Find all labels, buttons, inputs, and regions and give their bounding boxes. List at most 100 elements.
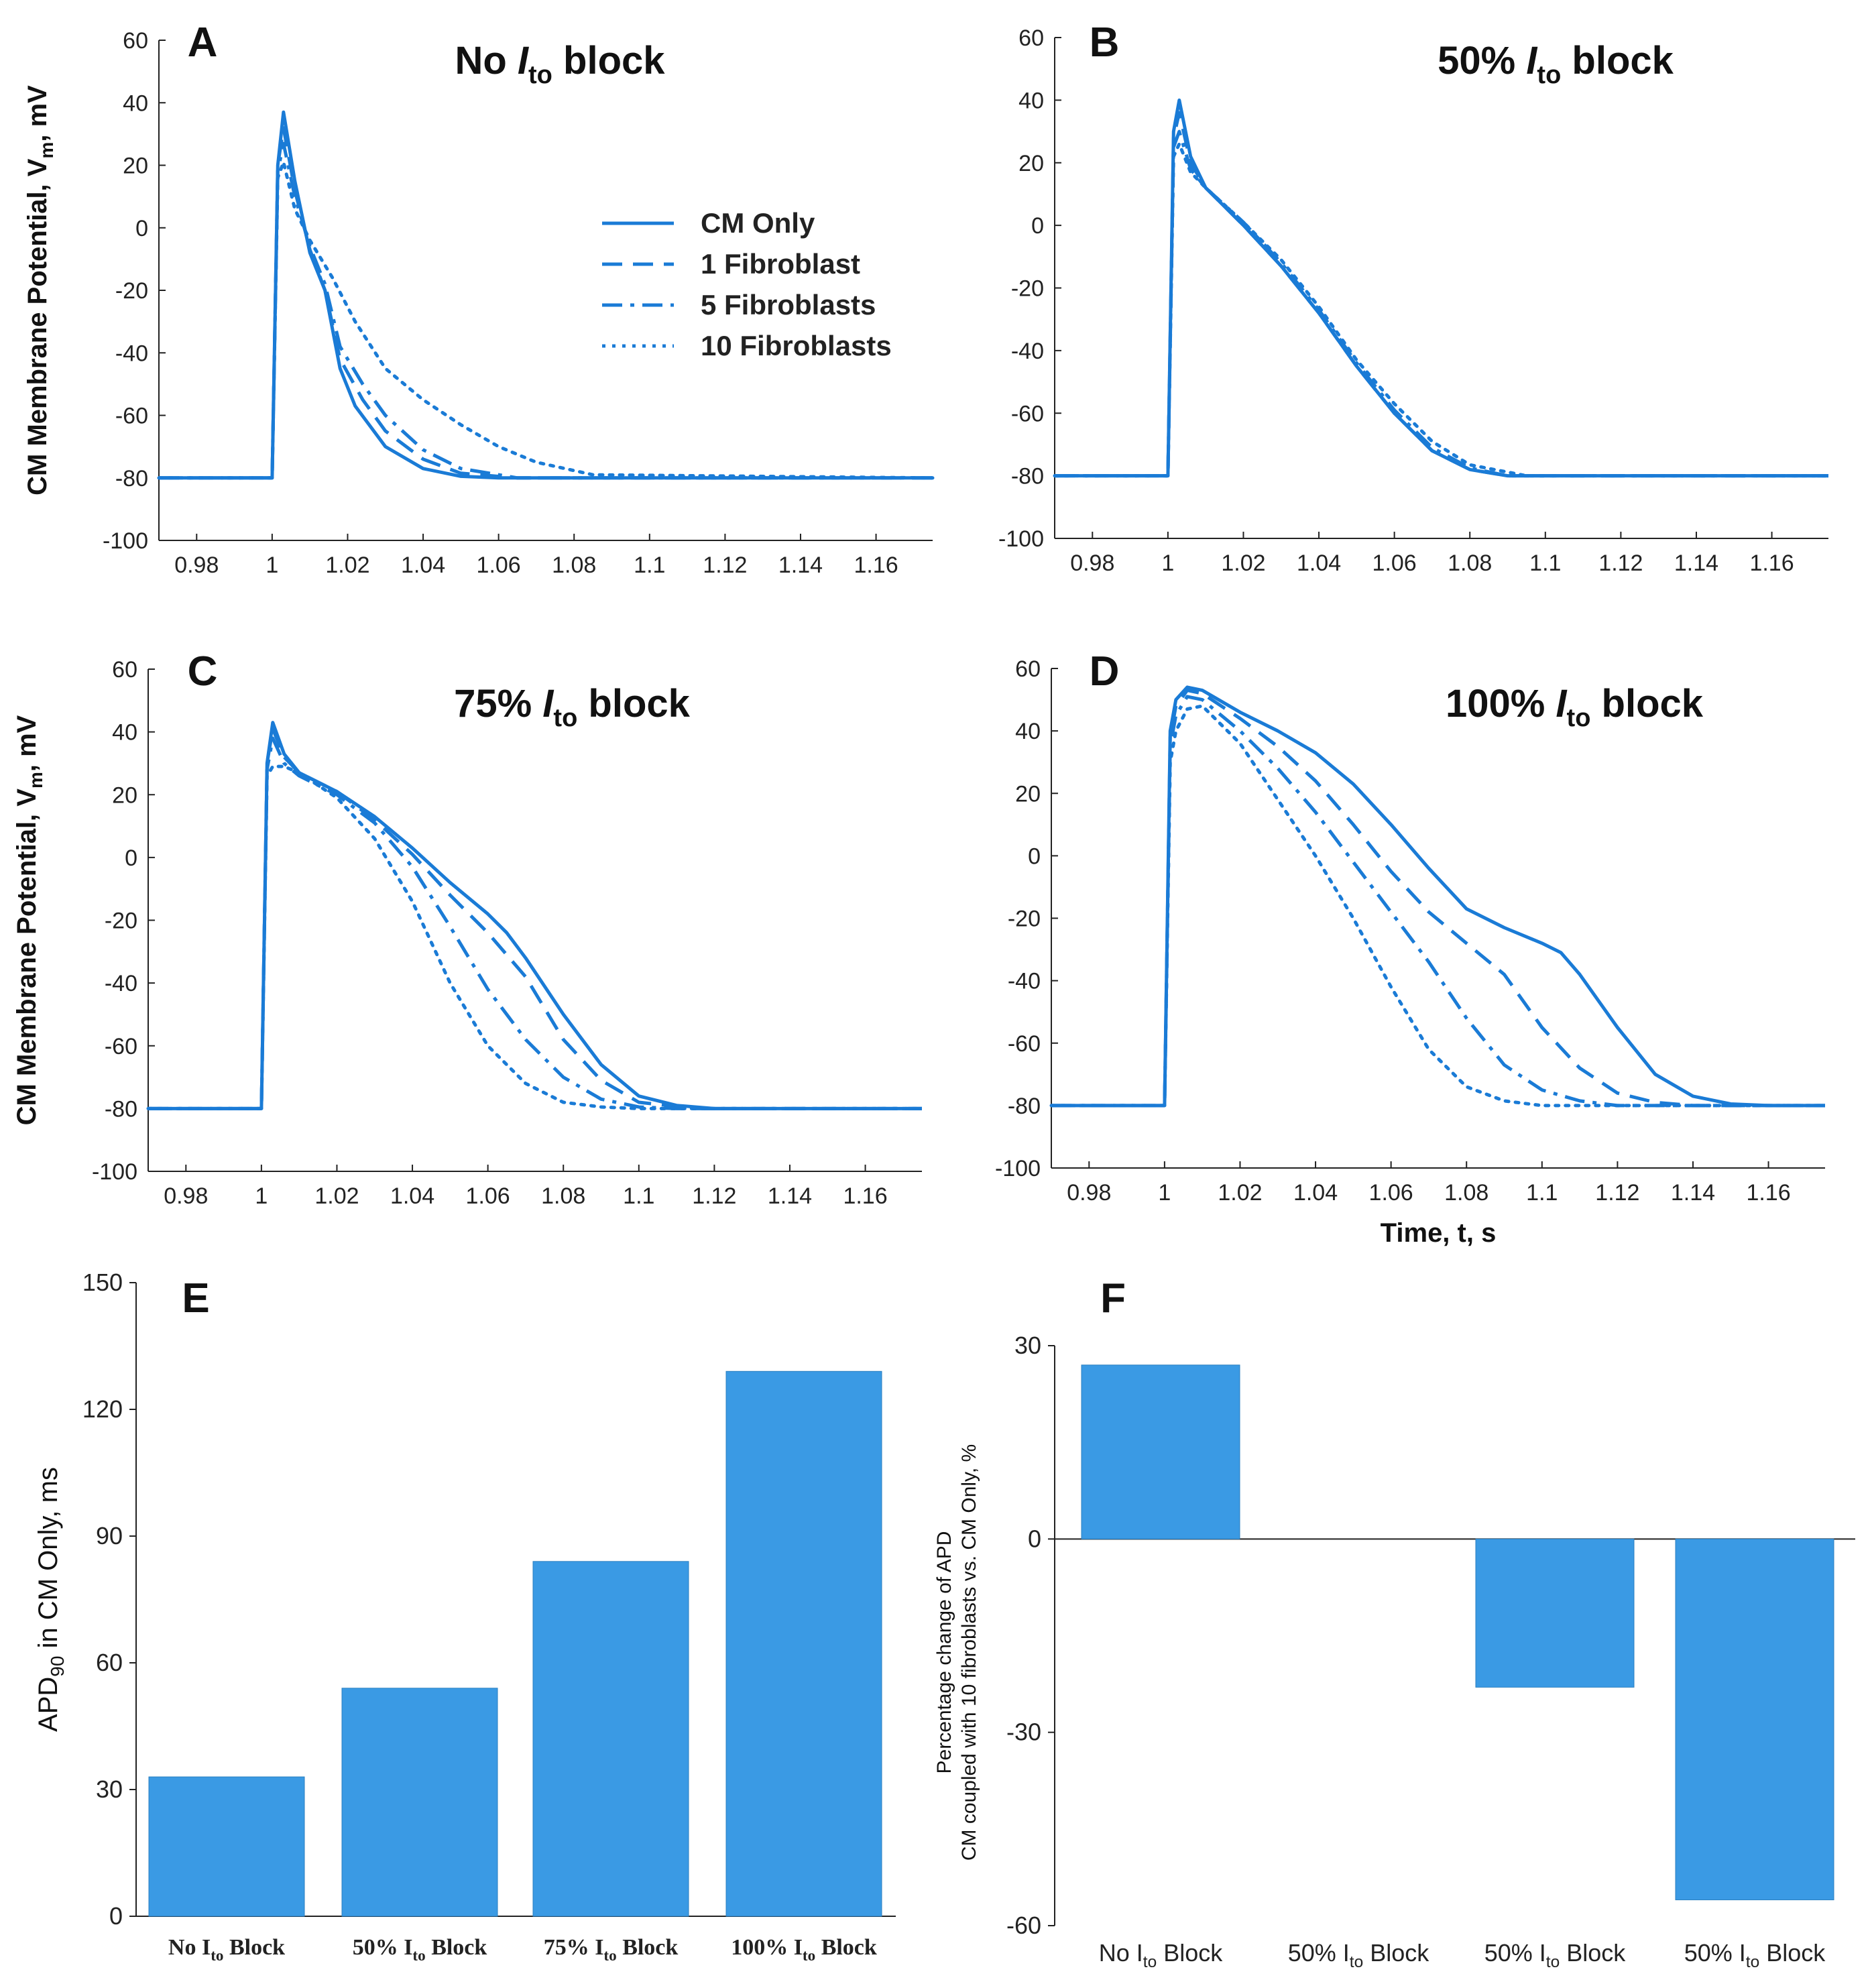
x-tick-label: 1.14 bbox=[1671, 1180, 1715, 1206]
bar bbox=[341, 1688, 498, 1917]
y-tick-label: 0 bbox=[125, 845, 137, 871]
y-tick-label: 60 bbox=[123, 28, 148, 54]
y-tick-label: -60 bbox=[1006, 1912, 1041, 1939]
y-tick-label: -60 bbox=[1008, 1031, 1041, 1057]
y-tick-label: -100 bbox=[995, 1156, 1041, 1181]
panel-letter: C bbox=[188, 648, 218, 695]
panel-letter: A bbox=[188, 19, 218, 66]
legend-label: 1 Fibroblast bbox=[701, 248, 860, 280]
panel-f: 30 0 -30 -60 No Ito Block 50% Ito Block 50% It… bbox=[933, 1275, 1855, 1971]
y-tick-label: -40 bbox=[105, 971, 137, 996]
category-label: 50% Ito Block bbox=[1288, 1939, 1430, 1971]
x-tick-label: 0.98 bbox=[164, 1183, 208, 1209]
y-tick-label: -20 bbox=[1008, 907, 1041, 932]
panel-b: 60 40 20 0 -20 -40 -60 -80 -100 0.98 1 1.02 1.04 1.06… bbox=[998, 19, 1830, 576]
x-tick-label: 0.98 bbox=[174, 552, 219, 578]
y-axis-label: CM Membrane Potential, Vm, mV bbox=[23, 85, 57, 495]
y-tick-label: 60 bbox=[1015, 656, 1041, 682]
y-tick-label: 90 bbox=[96, 1522, 123, 1550]
bar bbox=[148, 1776, 305, 1917]
x-tick-label: 1.1 bbox=[623, 1183, 654, 1209]
series-line-10-fibroblasts bbox=[1049, 704, 1827, 1108]
y-tick-label: 0 bbox=[1031, 213, 1044, 239]
series-line-5-fibroblasts bbox=[1055, 129, 1828, 478]
y-tick-label: -60 bbox=[115, 404, 148, 429]
category-label: No Ito Block bbox=[1099, 1939, 1223, 1971]
y-tick-label: 20 bbox=[1018, 151, 1044, 176]
x-tick-label: 1.16 bbox=[843, 1183, 887, 1209]
x-tick-label: 1.06 bbox=[477, 552, 521, 578]
x-tick-label: 1.12 bbox=[1598, 550, 1643, 576]
y-axis-label: APD90 in CM Only, ms bbox=[34, 1467, 68, 1732]
x-tick-label: 1.12 bbox=[1595, 1180, 1639, 1206]
y-tick-label: 0 bbox=[1028, 843, 1041, 869]
y-tick-label: -80 bbox=[115, 466, 148, 491]
panel-title: 50% Ito block bbox=[1438, 39, 1674, 89]
x-tick-label: 1.02 bbox=[1218, 1180, 1262, 1206]
x-tick-label: 1.04 bbox=[1293, 1180, 1338, 1206]
x-tick-label: 1.16 bbox=[1746, 1180, 1790, 1206]
x-tick-label: 1.16 bbox=[854, 552, 898, 578]
series-line-5-fibroblasts bbox=[1051, 695, 1825, 1108]
category-label: 100% Ito Block bbox=[731, 1935, 877, 1965]
y-tick-label: -60 bbox=[1011, 401, 1044, 426]
y-tick-label: 0 bbox=[109, 1902, 123, 1930]
y-tick-label: 60 bbox=[112, 657, 137, 683]
category-label: 50% Ito Block bbox=[1484, 1939, 1627, 1971]
x-tick-label: 1.14 bbox=[1674, 550, 1718, 576]
panel-d: 60 40 20 0 -20 -40 -60 -80 -100 0.98 1 1.02 1.04 1.06… bbox=[995, 648, 1827, 1248]
y-tick-label: 60 bbox=[96, 1649, 123, 1676]
x-tick-label: 1.12 bbox=[703, 552, 747, 578]
x-tick-label: 0.98 bbox=[1070, 550, 1114, 576]
y-axis-label: CM Membrane Potential, Vm, mV bbox=[12, 715, 46, 1125]
panel-letter: E bbox=[182, 1275, 209, 1322]
y-tick-label: -100 bbox=[998, 526, 1044, 552]
y-tick-label: -100 bbox=[92, 1159, 137, 1185]
bar bbox=[1675, 1538, 1834, 1901]
series-line-5-fibroblasts bbox=[148, 736, 922, 1110]
series-line-10-fibroblasts bbox=[1053, 142, 1830, 478]
series-line-1-fibroblast bbox=[1055, 111, 1828, 478]
panel-letter: F bbox=[1100, 1275, 1126, 1322]
x-tick-label: 1.04 bbox=[390, 1183, 434, 1209]
x-tick-label: 1.02 bbox=[314, 1183, 359, 1209]
x-tick-label: 1.14 bbox=[768, 1183, 812, 1209]
y-tick-label: 30 bbox=[96, 1775, 123, 1803]
x-tick-label: 1.08 bbox=[1444, 1180, 1488, 1206]
y-tick-label: 40 bbox=[1018, 88, 1044, 113]
y-axis-label-line2: CM coupled with 10 fibroblasts vs. CM On… bbox=[958, 1444, 980, 1861]
series-line-10-fibroblasts bbox=[157, 160, 935, 480]
y-tick-label: 40 bbox=[123, 91, 148, 116]
series-line-cm-only bbox=[148, 721, 922, 1110]
x-tick-label: 1 bbox=[1158, 1180, 1171, 1206]
y-tick-label: -100 bbox=[103, 528, 148, 554]
y-tick-label: -20 bbox=[115, 278, 148, 304]
x-tick-label: 1.1 bbox=[1529, 550, 1561, 576]
x-tick-label: 1.04 bbox=[1297, 550, 1341, 576]
category-label: 50% Ito Block bbox=[1684, 1939, 1826, 1971]
panel-title: No Ito block bbox=[455, 39, 665, 89]
x-tick-label: 1 bbox=[1161, 550, 1174, 576]
y-tick-label: -30 bbox=[1006, 1718, 1041, 1746]
panel-a: 60 40 20 0 -20 -40 -60 -80 -100 0.98 1 1.02 1.04 1.06… bbox=[23, 19, 935, 578]
x-tick-label: 1 bbox=[255, 1183, 268, 1209]
x-tick-label: 1 bbox=[266, 552, 278, 578]
y-tick-label: -80 bbox=[105, 1096, 137, 1122]
x-tick-label: 0.98 bbox=[1067, 1180, 1111, 1206]
y-tick-label: 20 bbox=[123, 154, 148, 179]
legend-label: 5 Fibroblasts bbox=[701, 289, 876, 320]
x-tick-label: 1.02 bbox=[1221, 550, 1265, 576]
x-tick-label: 1.04 bbox=[401, 552, 445, 578]
bar bbox=[532, 1561, 689, 1917]
panel-c: 60 40 20 0 -20 -40 -60 -80 -100 0.98 1 1.02 1.04 1.06… bbox=[12, 648, 924, 1209]
y-tick-label: 40 bbox=[1015, 719, 1041, 744]
x-tick-label: 1.02 bbox=[325, 552, 369, 578]
y-tick-label: -80 bbox=[1011, 464, 1044, 489]
panel-title: 100% Ito block bbox=[1446, 682, 1704, 732]
x-tick-label: 1.08 bbox=[541, 1183, 585, 1209]
legend-label: CM Only bbox=[701, 207, 815, 239]
x-tick-label: 1.06 bbox=[466, 1183, 510, 1209]
y-tick-label: -40 bbox=[1011, 339, 1044, 364]
panel-letter: B bbox=[1090, 19, 1120, 66]
